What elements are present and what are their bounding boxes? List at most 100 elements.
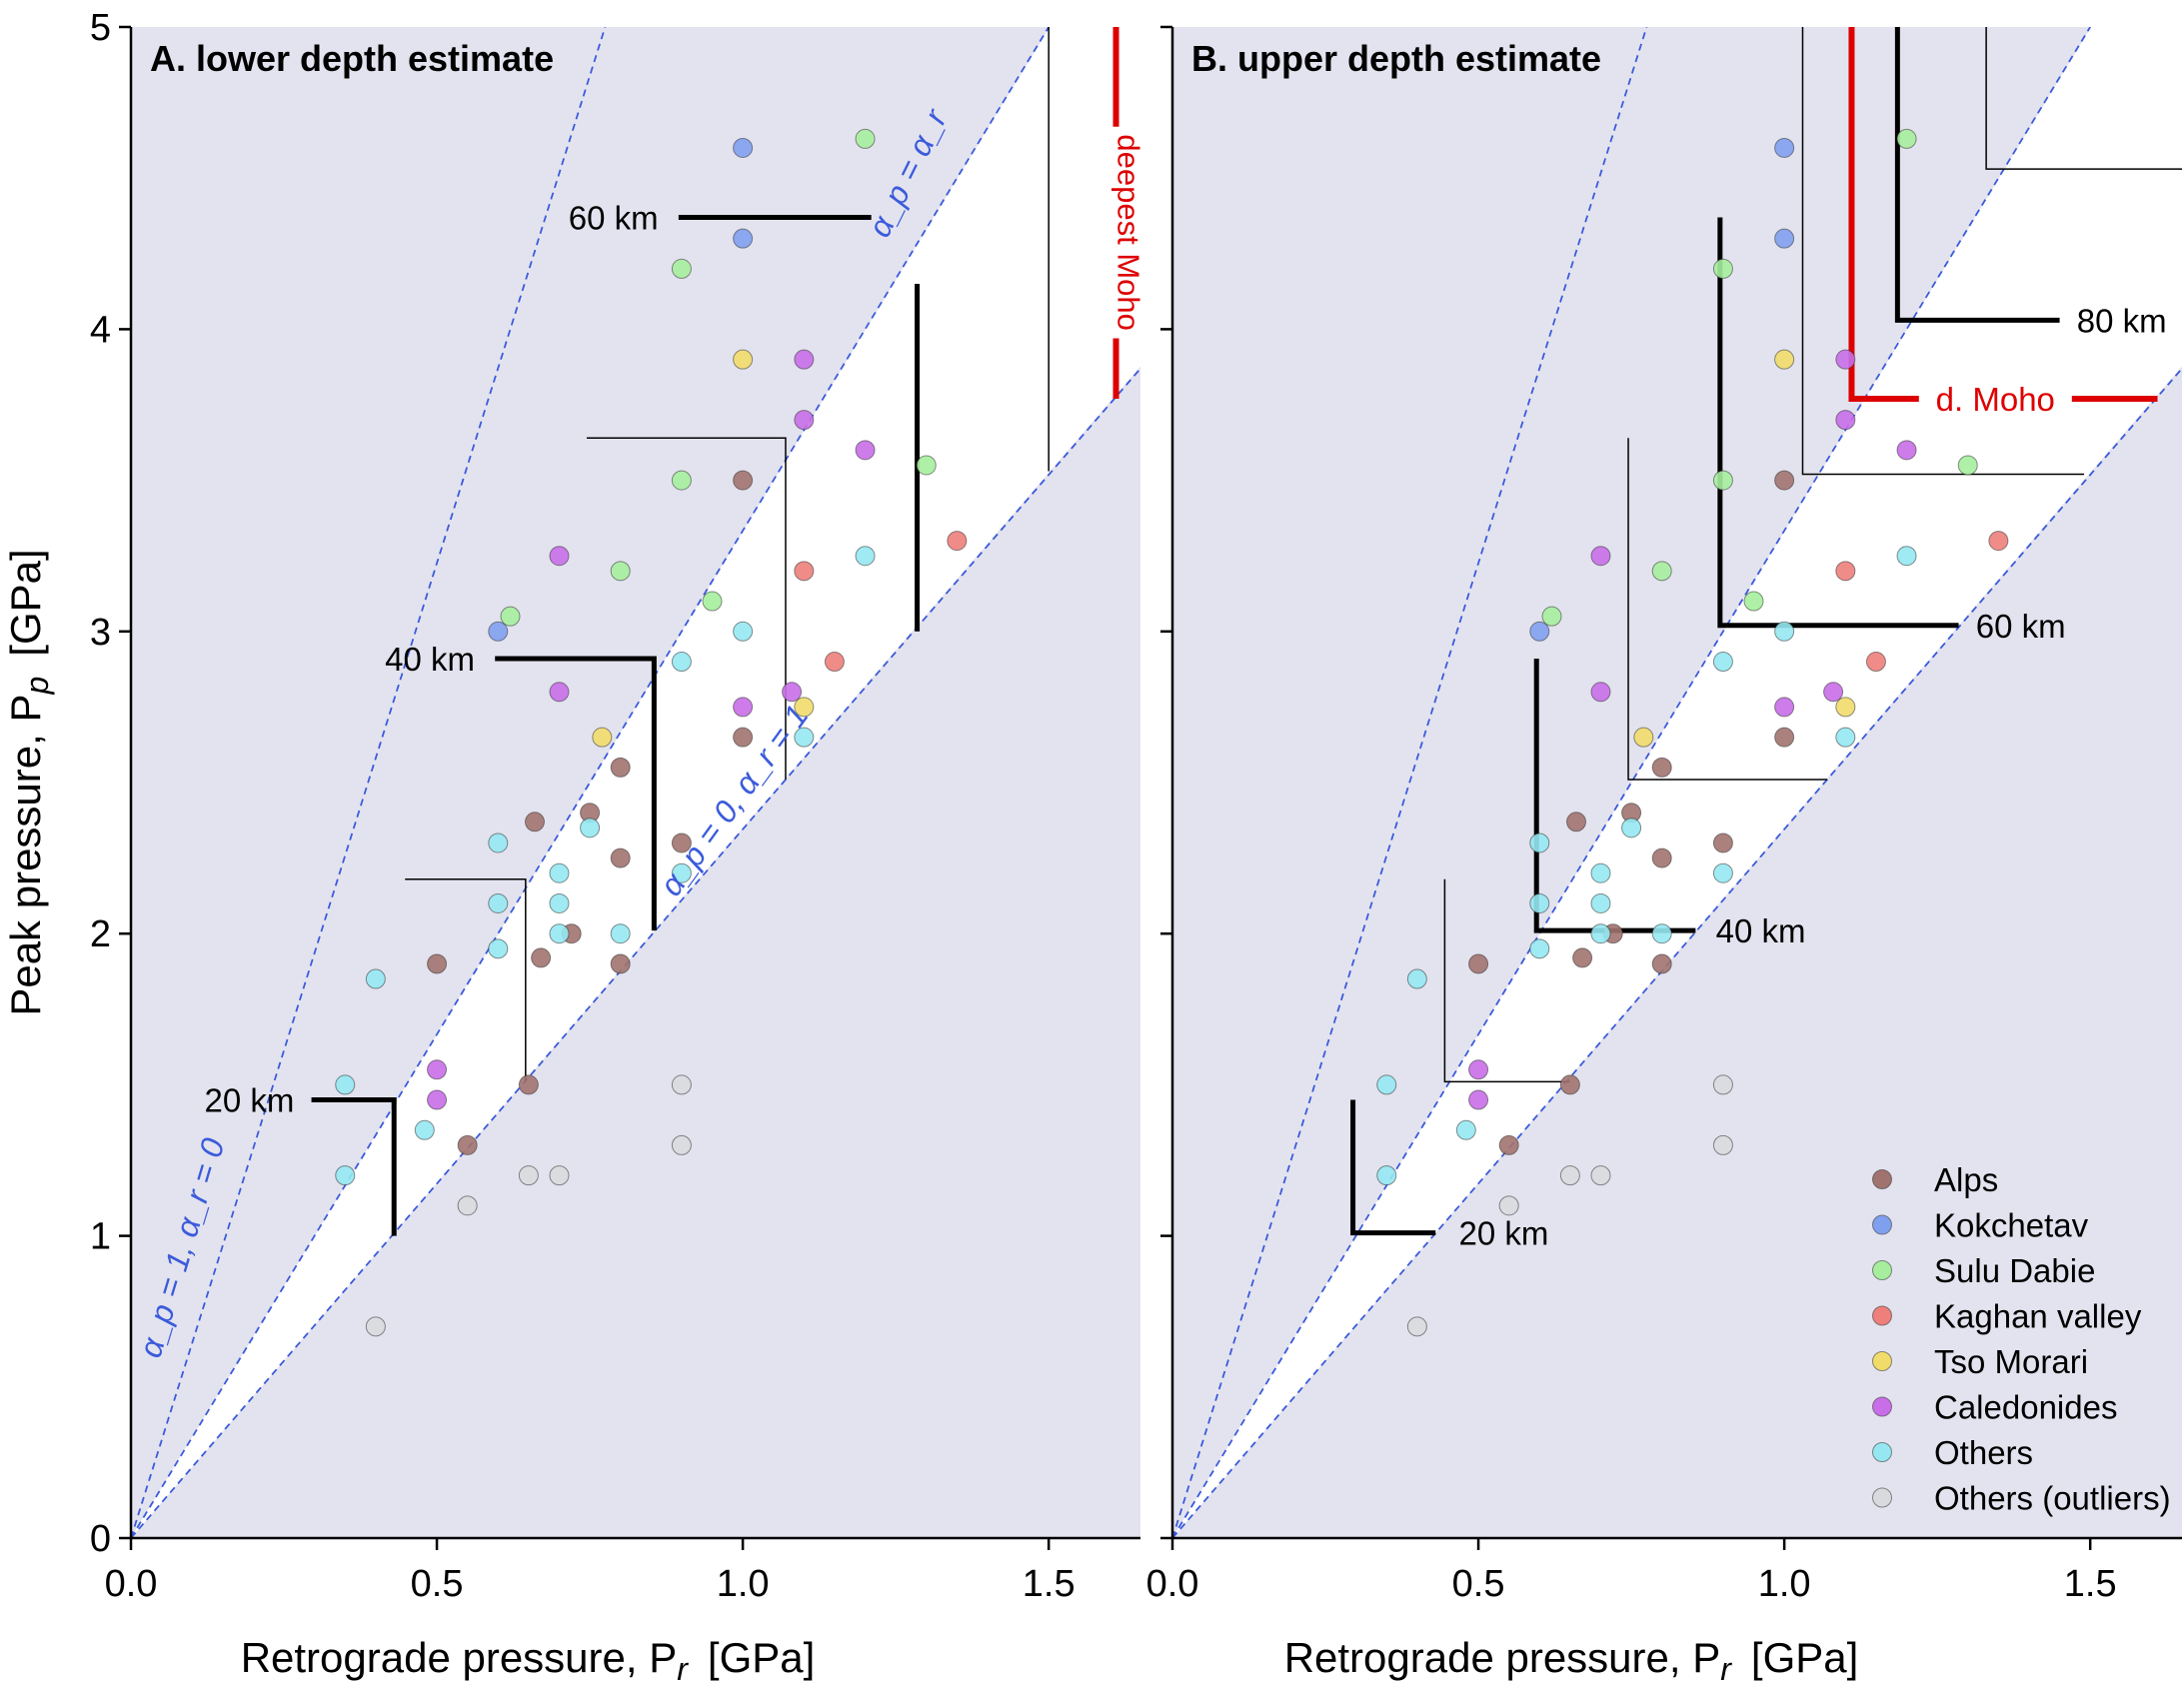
panel-a-data-point [525, 812, 545, 833]
panel-b-data-point [1590, 862, 1611, 883]
panel-b-data-point [1712, 1074, 1733, 1095]
panel-b-data-point [1651, 561, 1672, 582]
panel-b-depth-label: 20 km [1459, 1215, 1549, 1252]
panel-a-data-point [518, 1165, 539, 1186]
panel-b-data-point [1774, 621, 1795, 642]
panel-b-data-point [1774, 349, 1795, 370]
legend-label: Kaghan valley [1934, 1298, 2142, 1335]
legend-marker [1872, 1305, 1892, 1326]
legend-label: Alps [1934, 1161, 1998, 1198]
panel-a-guide-line [131, 27, 607, 1538]
panel-b-depth-boundary [1801, 27, 2085, 476]
panel-b-data-point [1651, 847, 1672, 868]
panel-a-data-point [794, 561, 815, 582]
panel-a-moho-label: deepest Moho [1111, 134, 1146, 330]
panel-a-data-point [702, 591, 723, 612]
panel-a-data-point [610, 953, 631, 974]
panel-a-guide-line [131, 368, 1140, 1538]
panel-b-data-point [1712, 1134, 1733, 1155]
legend-label: Others [1934, 1434, 2033, 1471]
panel-a-data-point [794, 727, 815, 748]
panel-a-data-point [500, 606, 521, 627]
panel-a-data-point [733, 697, 754, 718]
panel-b-data-point [1590, 923, 1611, 944]
panel-a-data-point [549, 862, 570, 883]
panel-b-data-point [1566, 812, 1586, 833]
panel-b-depth-label: 60 km [1976, 608, 2066, 645]
panel-a-x-tick-label: 0.0 [105, 1563, 158, 1605]
panel-b-data-point [1712, 470, 1733, 491]
panel-b-data-point [1743, 591, 1764, 612]
panel-b-title: B. upper depth estimate [1191, 38, 1601, 79]
panel-b-data-point [1835, 561, 1856, 582]
panel-b-x-tick-label: 0.5 [1452, 1563, 1505, 1605]
panel-b-depth-bracket [1533, 659, 1696, 933]
panel-b-data-point [1376, 1165, 1397, 1186]
panel-a-data-point [335, 1165, 356, 1186]
panel-b-data-point [1835, 410, 1856, 431]
panel-a-data-point [733, 137, 754, 158]
panel-b: 0.0 0.5 1.0 1.5 20 km 40 km 60 km 80 km d. Moho… [1146, 25, 2182, 1687]
panel-a-data-point [794, 410, 815, 431]
panel-a-y-tick-label: 0 [90, 1518, 111, 1560]
panel-a-data-point [580, 818, 601, 839]
panel-b-data-point [1529, 833, 1550, 853]
legend-label: Tso Morari [1934, 1343, 2088, 1380]
panel-a-depth-label: 40 km [385, 641, 475, 678]
panel-a-x-tick-label: 1.0 [717, 1563, 770, 1605]
panel-b-data-point [1559, 1165, 1580, 1186]
panel-a-data-point [549, 923, 570, 944]
panel-a-data-point [733, 621, 754, 642]
panel-a-data-point [733, 228, 754, 249]
panel-b-moho-line [1848, 27, 1919, 402]
panel-b-data-point [1590, 892, 1611, 913]
panel-b-data-point [1651, 953, 1672, 974]
panel-b-data-point [1529, 938, 1550, 959]
panel-b-data-point [1590, 682, 1611, 703]
legend-marker [1872, 1351, 1892, 1371]
panel-a-x-tick-label: 1.5 [1023, 1563, 1076, 1605]
panel-a-data-point [488, 938, 509, 959]
panel-a-data-point [518, 1074, 539, 1095]
panel-b-data-point [1498, 1134, 1519, 1155]
panel-b-x-tick-label: 1.5 [2064, 1563, 2117, 1605]
panel-b-data-point [1498, 1195, 1519, 1216]
panel-a-data-point [427, 1059, 448, 1080]
panel-b-data-point [1774, 137, 1795, 158]
panel-a-y-tick-label: 2 [90, 913, 111, 955]
panel-b-data-point [1712, 258, 1733, 279]
panel-a-data-point [916, 455, 937, 476]
legend-label: Sulu Dabie [1934, 1252, 2095, 1289]
panel-a-y-tick-label: 5 [90, 7, 111, 49]
panel-b-data-point [1865, 652, 1886, 673]
panel-b-depth-boundary [1627, 438, 1827, 781]
panel-b-data-point [1896, 546, 1917, 567]
panel-a-x-tick-label: 0.5 [411, 1563, 464, 1605]
panel-b-data-point [1896, 440, 1917, 461]
panel-a-title: A. lower depth estimate [150, 38, 554, 79]
panel-a: 0.0 0.5 1.0 1.5 0 1 2 3 4 5 20 km 40 km 60 km deepes… [2, 7, 1146, 1687]
legend-marker [1872, 1442, 1892, 1462]
panel-b-guide-line [1172, 27, 1648, 1538]
panel-a-data-point [855, 440, 876, 461]
panel-a-data-point [671, 470, 692, 491]
legend-marker [1872, 1214, 1892, 1235]
panel-b-data-point [1712, 862, 1733, 883]
panel-a-data-point [414, 1119, 435, 1140]
legend-marker [1872, 1487, 1892, 1508]
panel-b-data-point [1468, 953, 1489, 974]
panel-b-data-point [1572, 947, 1593, 968]
panel-a-depth-boundary [587, 437, 787, 780]
panel-a-data-point [592, 727, 613, 748]
panel-a-data-point [549, 892, 570, 913]
panel-b-depth-label: 40 km [1716, 912, 1806, 949]
panel-b-guide-line [1172, 368, 2182, 1538]
panel-a-data-point [794, 697, 815, 718]
panel-b-excluded-region-upper [1172, 27, 2092, 1538]
panel-a-data-point [855, 128, 876, 149]
panel-a-data-point [733, 470, 754, 491]
panel-b-depth-bracket [1717, 217, 1959, 629]
panel-b-data-point [1468, 1089, 1489, 1110]
panel-a-x-axis-label-sub: r [677, 1651, 689, 1687]
